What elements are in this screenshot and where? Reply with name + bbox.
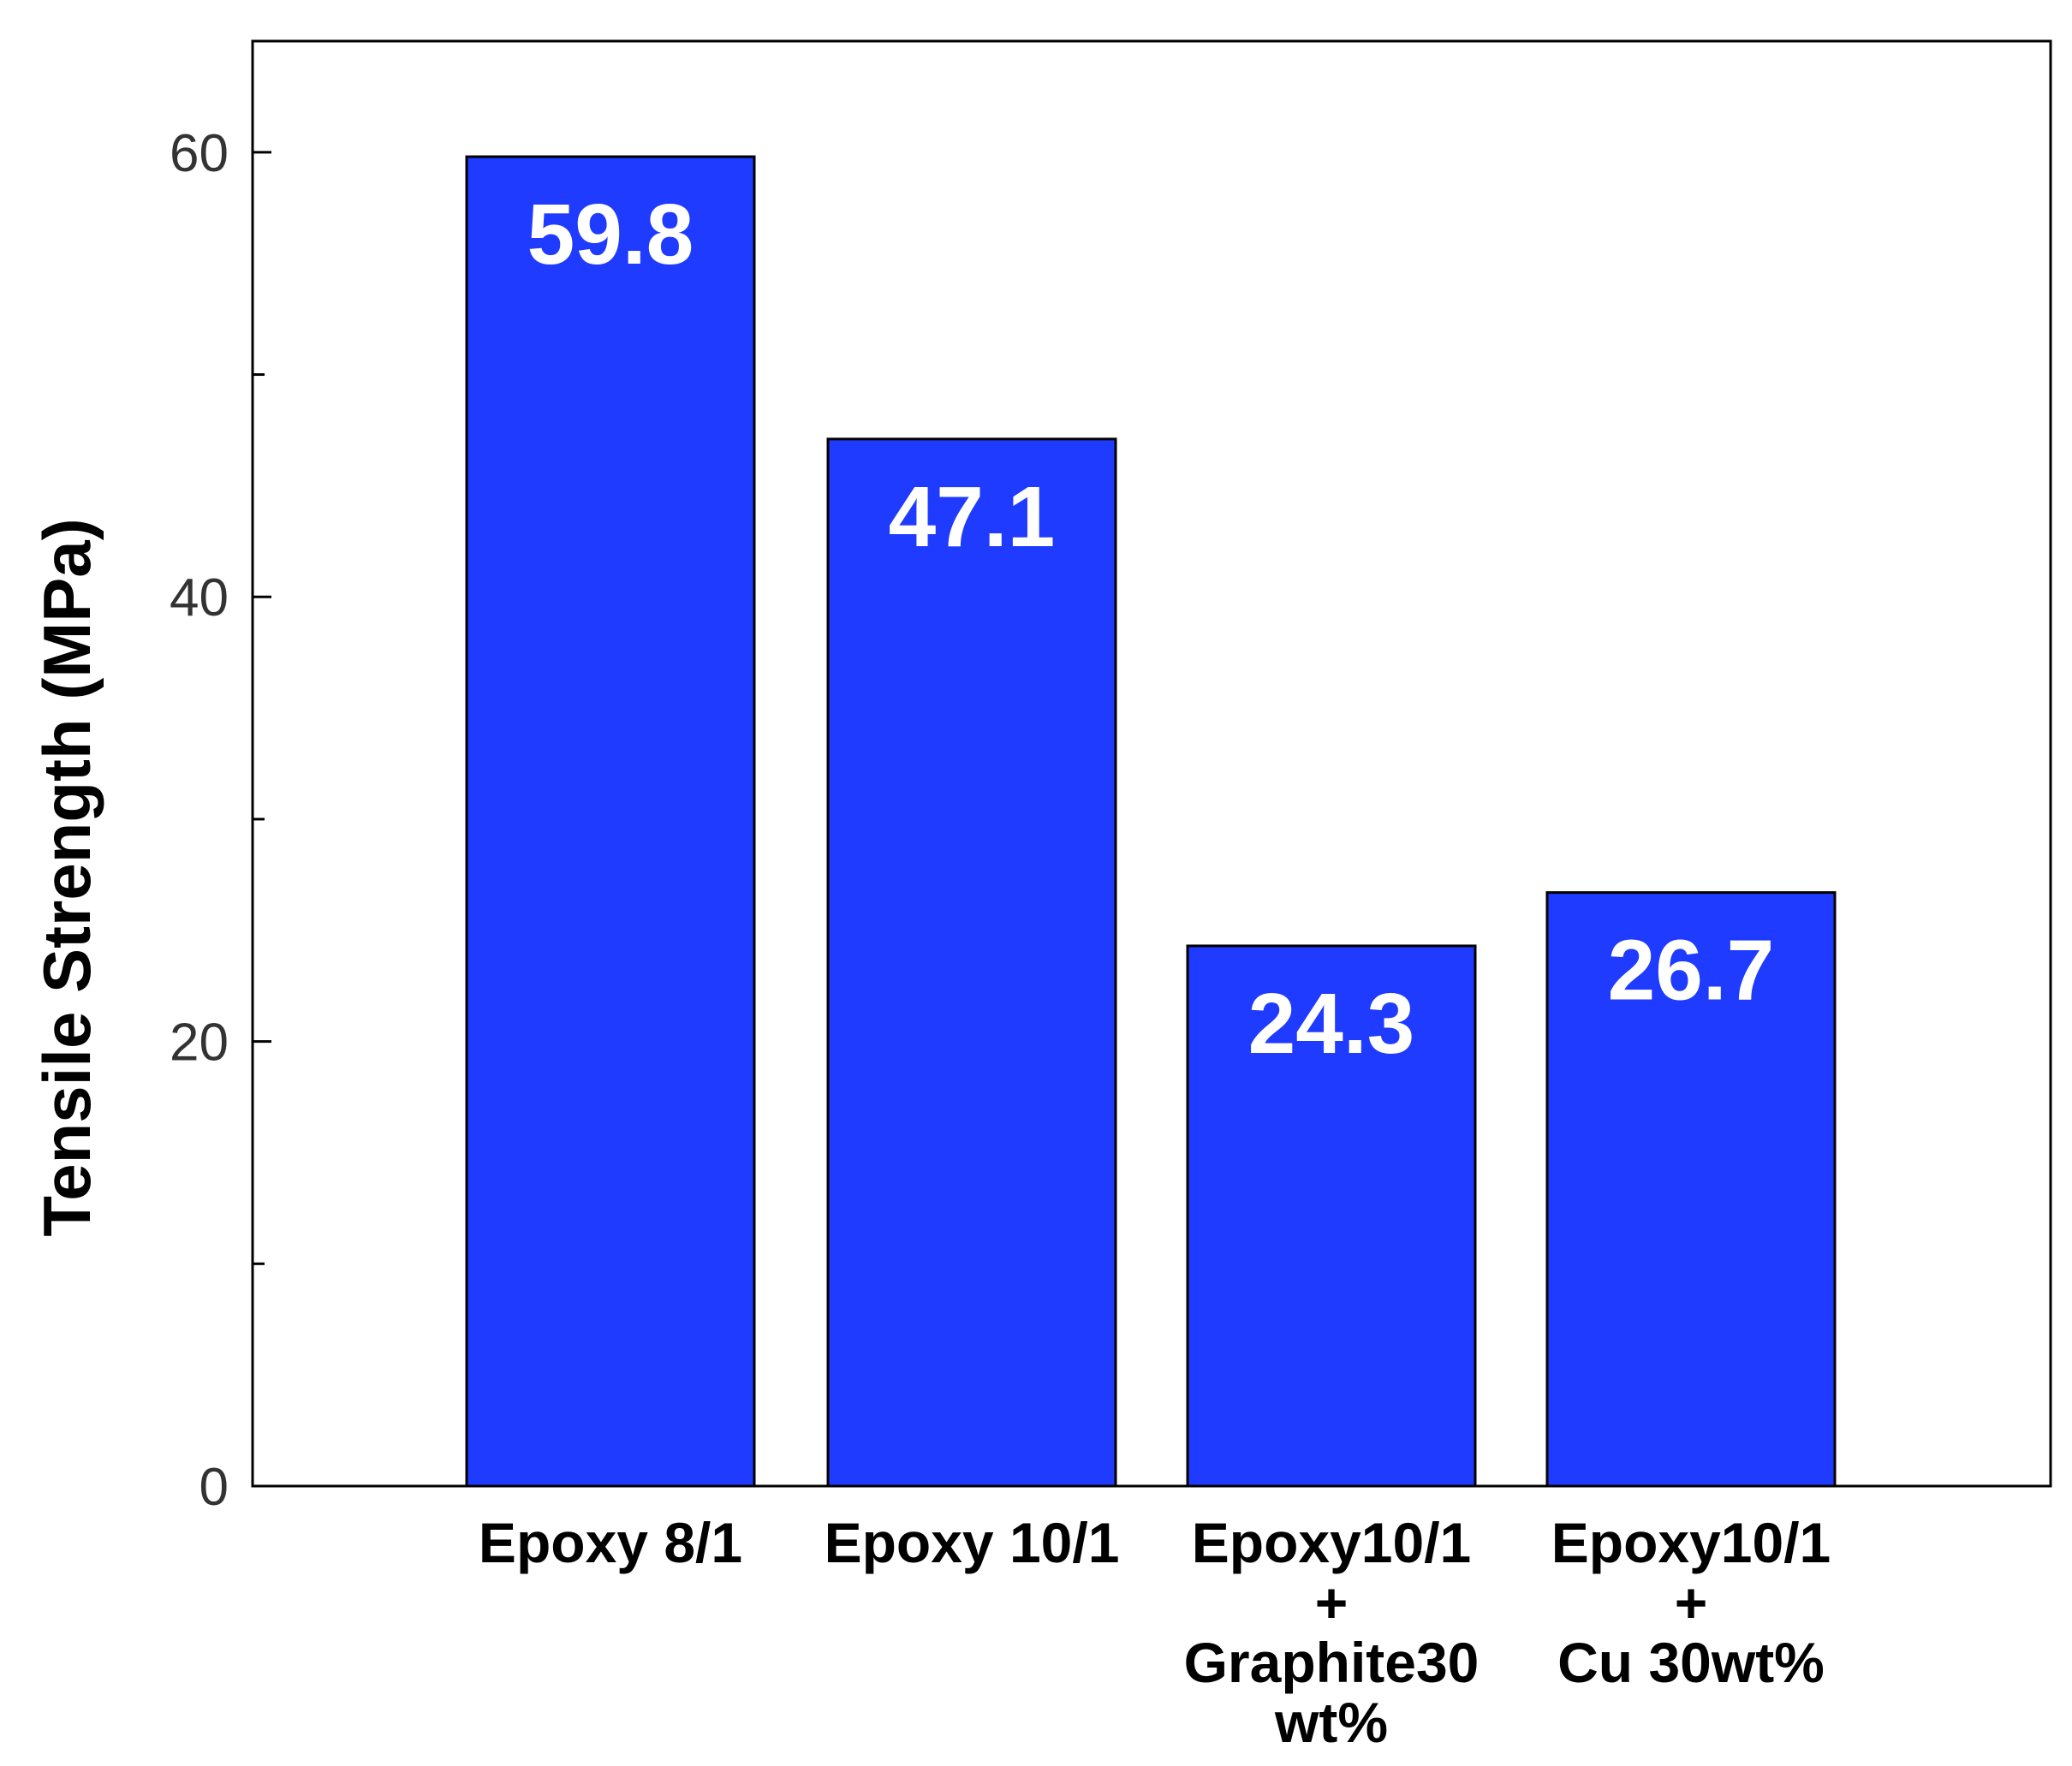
y-tick-label: 20 — [170, 1014, 229, 1073]
bar-value-label: 59.8 — [527, 187, 694, 282]
x-category-label: Epoxy 8/1 — [479, 1511, 742, 1574]
bar — [465, 155, 756, 1488]
y-tick-label: 60 — [170, 124, 229, 183]
bar — [826, 437, 1117, 1488]
y-tick-label: 0 — [199, 1458, 229, 1517]
x-category-label: Epoxy 10/1 — [825, 1511, 1120, 1574]
y-axis-title: Tensile Strength (MPa) — [29, 518, 104, 1236]
bar — [1186, 944, 1477, 1488]
x-category-label: Epoxy10/1 + Cu 30wt% — [1551, 1511, 1831, 1694]
plot-frame — [251, 39, 2052, 1488]
y-tick-label: 40 — [170, 568, 229, 627]
x-category-label: Epoxy10/1 + Graphite30 wt% — [1184, 1511, 1480, 1754]
bar — [1545, 891, 1837, 1488]
bar-value-label: 26.7 — [1608, 923, 1775, 1019]
plot-area — [251, 39, 2052, 1488]
bars: 59.8 47.1 24.3 26.7 — [465, 155, 1837, 1488]
y-axis-ticks: 0 20 40 60 — [170, 124, 271, 1517]
x-axis-labels: Epoxy 8/1 Epoxy 10/1 Epoxy10/1 + Graphite30 w… — [479, 1511, 1831, 1754]
bar-value-label: 24.3 — [1248, 976, 1415, 1072]
bar-value-label: 47.1 — [889, 469, 1056, 565]
